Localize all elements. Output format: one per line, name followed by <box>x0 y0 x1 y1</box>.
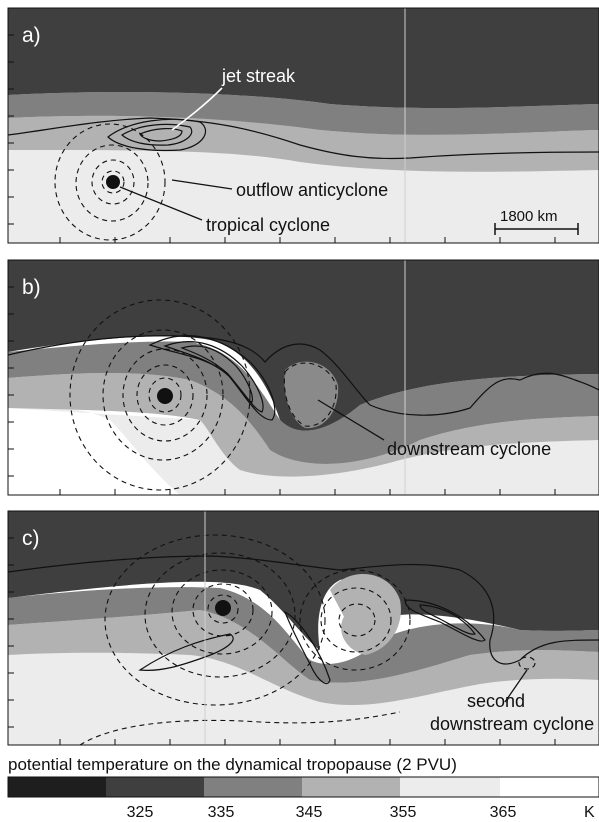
second-downstream-contour <box>518 656 536 670</box>
cyclone-contour-2 <box>102 329 224 461</box>
colorbar-frame <box>7 776 599 798</box>
panel-label-c: c) <box>22 527 40 550</box>
panel-a-frame <box>7 7 599 244</box>
cyclone-contour-4 <box>136 364 194 426</box>
contour-fill-mid <box>8 610 599 706</box>
colorbar-tick-335: 335 <box>208 804 235 821</box>
cyclone-contour-2 <box>75 144 149 222</box>
contour-fill-dark <box>8 260 599 431</box>
cyclone-contour-2 <box>144 552 296 678</box>
downstream-contour-3 <box>338 603 376 637</box>
contour-fill-dark <box>8 511 599 650</box>
jet-contour-left <box>138 633 234 671</box>
tropopause-line <box>8 117 599 160</box>
jet-contour-mid <box>120 123 193 146</box>
colorbar-tick-365: 365 <box>490 804 517 821</box>
contour-fill-gray <box>8 341 599 464</box>
contour-fill-gray <box>8 91 599 135</box>
downstream-shade <box>284 361 339 429</box>
cyclone-core <box>157 388 173 404</box>
colorbar-swatch-1 <box>8 777 106 797</box>
colorbar-swatch-2 <box>106 777 204 797</box>
contour-fill-gray <box>8 587 599 683</box>
cyclone-contour-1 <box>54 123 166 241</box>
downstream-cyclone-leader <box>317 399 385 441</box>
colorbar-swatch-4 <box>302 777 400 797</box>
downstream-contour-2 <box>320 587 392 653</box>
second-downstream-cyclone-label-line1: second <box>467 691 525 711</box>
cyclone-contour-3 <box>122 348 208 442</box>
colorbar-unit: K <box>584 804 595 821</box>
jet-contour-mid <box>283 610 331 685</box>
panel-c-frame <box>7 510 599 746</box>
panel-a: a) jet streak outflow anticyclone tropic… <box>7 7 599 244</box>
panel-label-a: a) <box>22 24 41 47</box>
colorbar-swatch-3 <box>204 777 302 797</box>
scale-bar <box>494 223 579 235</box>
jet-contour-right <box>404 599 486 642</box>
panel-b-frame <box>7 259 599 496</box>
second-downstream-cyclone-label-line2: downstream cyclone <box>430 714 594 734</box>
panel-b-ticks <box>8 286 556 495</box>
cyclone-contour-5 <box>148 377 182 413</box>
downstream-contour-1 <box>299 569 411 671</box>
wave-swirl-light <box>330 573 401 655</box>
southern-dashed-contour <box>79 711 401 745</box>
outflow-anticyclone-leader <box>171 179 233 190</box>
panel-c: c) second downstream cyclone <box>7 510 599 746</box>
contour-fill-light <box>8 148 599 243</box>
colorbar-tick-345: 345 <box>296 804 323 821</box>
jet-streak-leader <box>171 87 223 131</box>
cyclone-contour-4 <box>101 170 125 194</box>
tropopause-line <box>8 555 599 665</box>
tropical-cyclone-label: tropical cyclone <box>206 215 330 235</box>
colorbar-swatch-5 <box>400 777 500 797</box>
cyclone-contour-3 <box>91 159 135 205</box>
cyclone-contour-1 <box>69 299 251 491</box>
panel-label-b: b) <box>22 276 41 299</box>
cyclone-contour-3 <box>171 569 273 655</box>
colorbar-tick-325: 325 <box>127 804 154 821</box>
cyclone-contour-4 <box>192 583 254 637</box>
outflow-anticyclone-label: outflow anticyclone <box>236 180 388 200</box>
jet-contour-outer <box>107 118 206 152</box>
tropical-cyclone-leader <box>119 186 203 221</box>
jet-contour-right-inner <box>419 604 476 635</box>
contour-fill-dark <box>8 8 599 109</box>
cyclone-contour-1 <box>104 534 326 706</box>
jet-contour-mid <box>163 341 264 413</box>
second-downstream-cyclone-leader <box>504 669 528 703</box>
contour-fill-light <box>8 649 599 745</box>
panel-a-ticks <box>8 34 556 243</box>
downstream-cyclone-label: downstream cyclone <box>387 439 551 459</box>
tropical-cyclone-core <box>106 175 120 189</box>
cyclone-contour-5 <box>207 594 239 624</box>
colorbar: potential temperature on the dynamical t… <box>7 755 599 821</box>
downstream-cyclone-contour <box>283 362 337 427</box>
scale-bar-label: 1800 km <box>500 208 558 225</box>
panel-c-ticks <box>8 537 556 745</box>
colorbar-swatch-6 <box>500 777 599 797</box>
jet-contour-inner <box>180 345 253 403</box>
colorbar-title: potential temperature on the dynamical t… <box>8 755 457 774</box>
colorbar-tick-355: 355 <box>390 804 417 821</box>
panel-b: b) downstream cyclone <box>7 259 599 496</box>
contour-fill-mid <box>8 373 599 477</box>
jet-streak-label: jet streak <box>221 66 296 86</box>
cyclone-core <box>215 600 231 616</box>
